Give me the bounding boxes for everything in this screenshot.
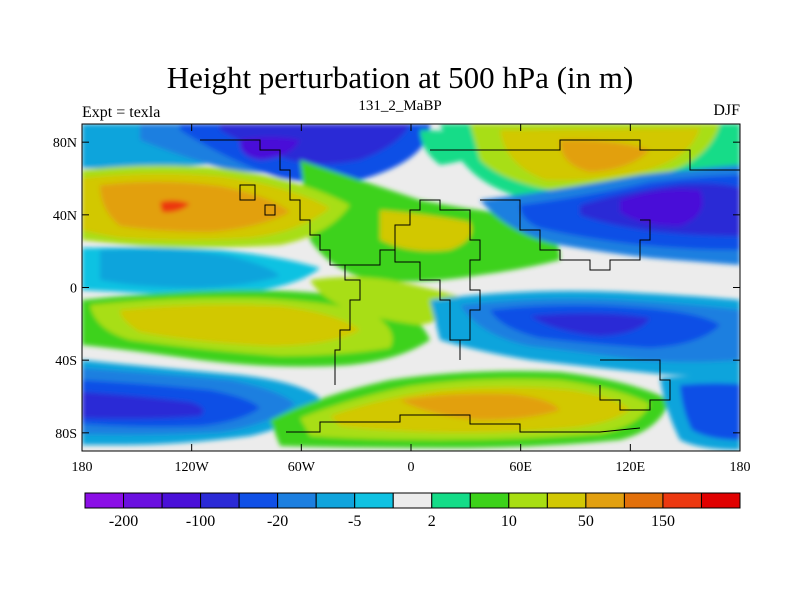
colorbar-swatch: [662, 492, 702, 509]
x-tick-label: 60W: [288, 460, 316, 475]
colorbar-swatch: [469, 492, 510, 509]
x-axis: 180 120W 60W 0 60E 120E 180: [72, 124, 751, 475]
asia-south-coast: [480, 199, 651, 271]
y-tick-label: 40S: [55, 354, 77, 369]
colorbar-label: 2: [428, 513, 436, 530]
field-region: [400, 393, 560, 420]
field-region: [100, 248, 280, 288]
colorbar-swatch: [546, 492, 587, 509]
experiment-label: Expt = texla: [82, 104, 161, 121]
field-region: [380, 210, 472, 252]
field-region: [560, 139, 650, 172]
x-tick-label: 180: [72, 460, 93, 475]
field-region: [120, 304, 360, 346]
colorbar-label: -5: [348, 513, 361, 530]
season-label: DJF: [713, 102, 740, 119]
field-region: [100, 181, 290, 232]
chart-title: Height perturbation at 500 hPa (in m): [166, 60, 634, 95]
colorbar-swatch: [623, 492, 664, 509]
australia-coast: [599, 359, 671, 411]
x-tick-label: 0: [408, 460, 415, 475]
field-region: [160, 200, 190, 213]
colorbar: -200 -100 -20 -5 2 10 50 150: [84, 492, 741, 530]
y-axis: 80N 40N 0 40S 80S: [53, 136, 740, 442]
x-tick-label: 120E: [616, 460, 646, 475]
colorbar-label: 50: [578, 513, 594, 530]
colorbar-swatch: [200, 492, 240, 509]
coastlines: [200, 139, 740, 433]
americas-coast: [200, 139, 361, 385]
field-region: [530, 313, 650, 336]
x-tick-label: 120W: [175, 460, 210, 475]
field-region: [82, 392, 204, 419]
africa-coast: [394, 199, 481, 341]
colorbar-label: -100: [186, 513, 215, 530]
eurasia-north-coast: [430, 139, 740, 171]
field-region: [220, 124, 410, 164]
colorbar-swatch: [161, 492, 202, 509]
field-region: [239, 137, 300, 160]
colorbar-swatch: [700, 492, 741, 509]
colorbar-swatch: [431, 492, 471, 509]
colorbar-label: 10: [501, 513, 517, 530]
colorbar-swatch: [84, 492, 125, 509]
y-tick-label: 80N: [53, 136, 77, 151]
colorbar-label: -200: [109, 513, 138, 530]
antarctica-coast: [286, 414, 641, 433]
y-tick-label: 80S: [55, 427, 77, 442]
colorbar-swatch: [354, 492, 394, 509]
colorbar-label: -20: [267, 513, 288, 530]
colorbar-swatch: [238, 492, 279, 509]
colorbar-swatch: [508, 492, 548, 509]
colorbar-swatch: [315, 492, 356, 509]
colorbar-swatch: [277, 492, 317, 509]
x-tick-label: 60E: [509, 460, 532, 475]
y-tick-label: 40N: [53, 209, 77, 224]
y-tick-label: 0: [70, 282, 77, 297]
field-region: [620, 189, 703, 226]
colorbar-swatch: [585, 492, 625, 509]
colorbar-swatch: [392, 492, 433, 509]
field-region: [310, 277, 470, 325]
run-label: 131_2_MaBP: [358, 98, 442, 114]
colorbar-swatch: [123, 492, 163, 509]
islands: [239, 184, 276, 216]
x-tick-label: 180: [730, 460, 751, 475]
colorbar-label: 150: [651, 513, 675, 530]
field-region: [680, 383, 740, 440]
